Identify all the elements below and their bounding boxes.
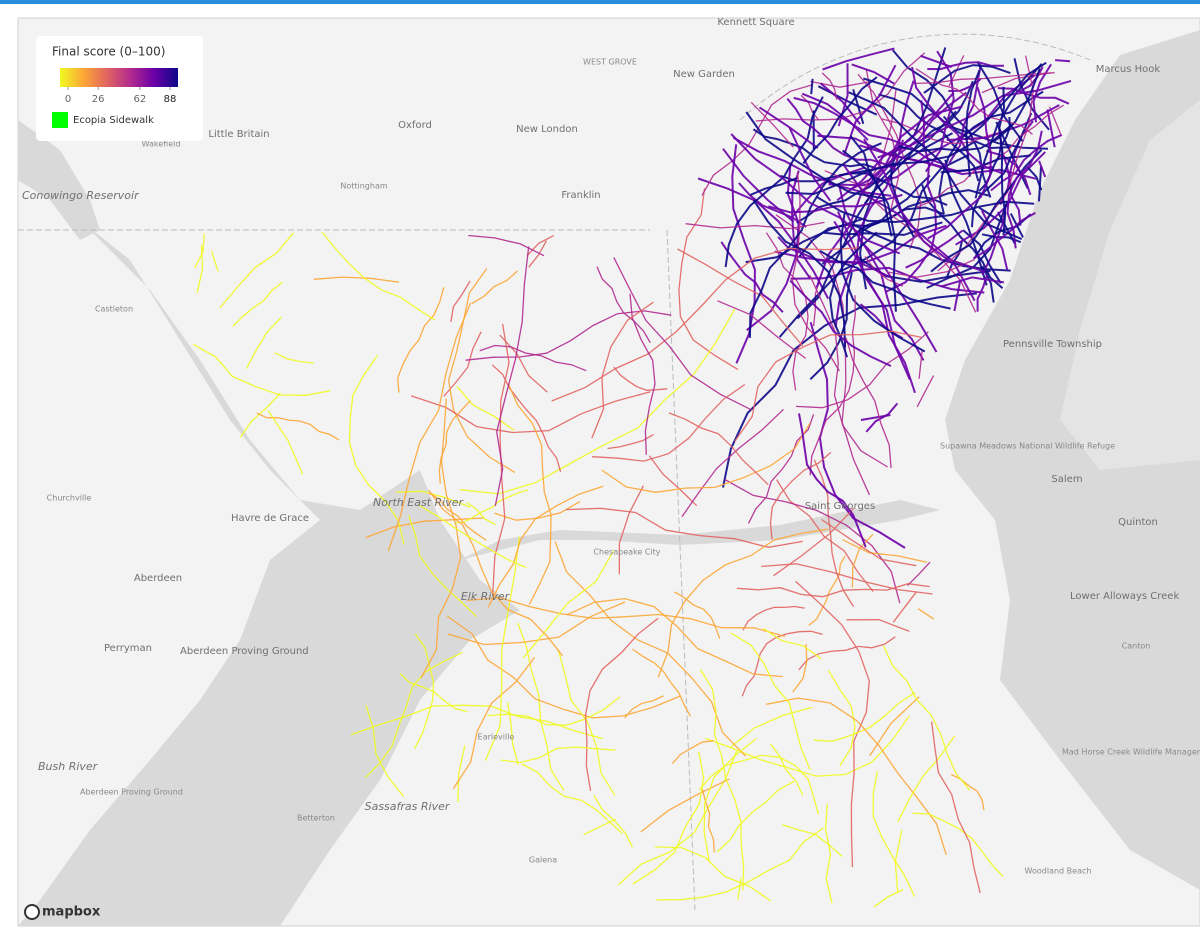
place-label: Supawna Meadows National Wildlife Refuge bbox=[940, 442, 1115, 451]
color-bar bbox=[60, 68, 178, 87]
place-label: Havre de Grace bbox=[231, 513, 309, 524]
place-label: Quinton bbox=[1118, 517, 1158, 528]
legend-label: Ecopia Sidewalk bbox=[73, 115, 154, 126]
mapbox-logo bbox=[25, 905, 39, 919]
place-label: Lower Alloways Creek bbox=[1070, 591, 1179, 602]
color-bar-tick-label: 0 bbox=[65, 94, 71, 105]
place-label: Nottingham bbox=[340, 182, 387, 191]
legend-title: Final score (0–100) bbox=[52, 45, 165, 59]
place-label: New Garden bbox=[673, 69, 735, 80]
place-label: Oxford bbox=[398, 120, 432, 131]
road bbox=[1055, 60, 1070, 61]
color-bar-tick-label: 88 bbox=[164, 94, 177, 105]
legend-swatch bbox=[52, 112, 68, 128]
place-label: Aberdeen Proving Ground bbox=[180, 646, 309, 657]
place-label: Woodland Beach bbox=[1025, 867, 1092, 876]
place-label: Aberdeen bbox=[134, 573, 182, 584]
legend: Final score (0–100) Ecopia Sidewalk 0 26 6… bbox=[36, 36, 203, 141]
place-label: Salem bbox=[1051, 474, 1082, 485]
place-label: Marcus Hook bbox=[1096, 64, 1161, 75]
place-label: Churchville bbox=[47, 494, 92, 503]
place-label: Pennsville Township bbox=[1003, 339, 1102, 350]
mapbox-wordmark: mapbox bbox=[42, 905, 101, 920]
top-bar bbox=[0, 0, 1200, 4]
place-label: Conowingo Reservoir bbox=[22, 189, 140, 202]
place-label: Kennett Square bbox=[717, 17, 794, 28]
color-bar-tick-label: 62 bbox=[133, 94, 146, 105]
place-label: Betterton bbox=[297, 814, 335, 823]
place-label: Saint Georges bbox=[805, 501, 875, 512]
place-label: Perryman bbox=[104, 643, 152, 654]
place-label: Mad Horse Creek Wildlife Management Area bbox=[1062, 748, 1200, 757]
place-label: North East River bbox=[373, 496, 464, 509]
place-label: Sassafras River bbox=[365, 800, 451, 813]
place-label: WEST GROVE bbox=[583, 58, 637, 67]
place-label: Little Britain bbox=[208, 129, 269, 140]
place-label: Aberdeen Proving Ground bbox=[80, 788, 183, 797]
color-bar-tick-label: 26 bbox=[92, 94, 105, 105]
place-label: Castleton bbox=[95, 305, 133, 314]
road bbox=[811, 79, 812, 94]
place-label: Bush River bbox=[38, 760, 99, 773]
place-label: Canton bbox=[1122, 642, 1151, 651]
place-label: New London bbox=[516, 124, 578, 135]
place-label: Elk River bbox=[461, 590, 511, 603]
place-label: Galena bbox=[529, 856, 557, 865]
attribution: mapbox bbox=[25, 905, 101, 920]
place-label: Chesapeake City bbox=[593, 548, 660, 557]
place-label: Earleville bbox=[478, 733, 515, 742]
place-label: Franklin bbox=[561, 190, 600, 201]
